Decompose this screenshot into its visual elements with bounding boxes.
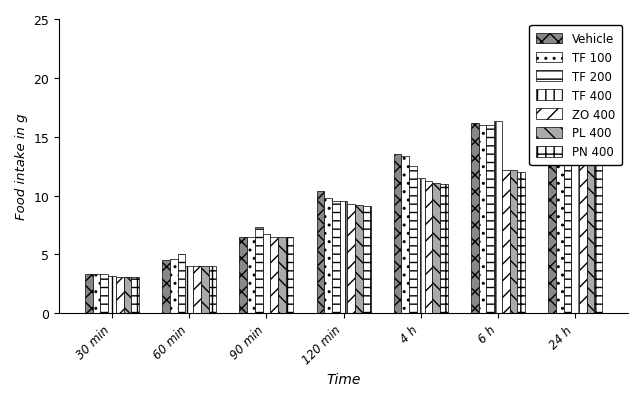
Bar — [401, 156, 409, 314]
Bar — [424, 182, 432, 314]
Bar — [100, 275, 108, 314]
Bar — [440, 184, 448, 314]
Legend: Vehicle, TF 100, TF 200, TF 400, ZO 400, PL 400, PN 400: Vehicle, TF 100, TF 200, TF 400, ZO 400,… — [529, 26, 622, 166]
Bar — [170, 259, 177, 314]
Bar — [285, 237, 293, 314]
Bar — [556, 85, 563, 314]
Bar — [486, 126, 494, 314]
Bar — [509, 170, 517, 314]
Bar — [409, 167, 417, 314]
Bar — [594, 140, 602, 314]
Bar — [316, 191, 324, 314]
Bar — [270, 237, 278, 314]
X-axis label: Time: Time — [327, 372, 361, 386]
Bar — [93, 275, 100, 314]
Bar — [278, 237, 285, 314]
Bar — [548, 96, 556, 314]
Bar — [324, 198, 332, 314]
Bar — [108, 276, 116, 314]
Bar — [201, 267, 208, 314]
Bar — [432, 183, 440, 314]
Y-axis label: Food intake in g: Food intake in g — [15, 113, 28, 220]
Bar — [355, 205, 363, 314]
Bar — [394, 155, 401, 314]
Bar — [332, 202, 340, 314]
Bar — [347, 204, 355, 314]
Bar — [471, 123, 478, 314]
Bar — [177, 255, 185, 314]
Bar — [255, 228, 262, 314]
Bar — [193, 267, 201, 314]
Bar — [417, 178, 424, 314]
Bar — [116, 277, 123, 314]
Bar — [185, 267, 193, 314]
Bar — [363, 207, 370, 314]
Bar — [85, 275, 93, 314]
Bar — [478, 126, 486, 314]
Bar — [239, 237, 247, 314]
Bar — [563, 69, 571, 314]
Bar — [494, 122, 502, 314]
Bar — [162, 261, 170, 314]
Bar — [502, 170, 509, 314]
Bar — [123, 277, 131, 314]
Bar — [517, 172, 525, 314]
Bar — [247, 237, 255, 314]
Bar — [586, 138, 594, 314]
Bar — [579, 157, 586, 314]
Bar — [571, 83, 579, 314]
Bar — [208, 267, 216, 314]
Bar — [131, 277, 139, 314]
Bar — [262, 235, 270, 314]
Bar — [340, 202, 347, 314]
